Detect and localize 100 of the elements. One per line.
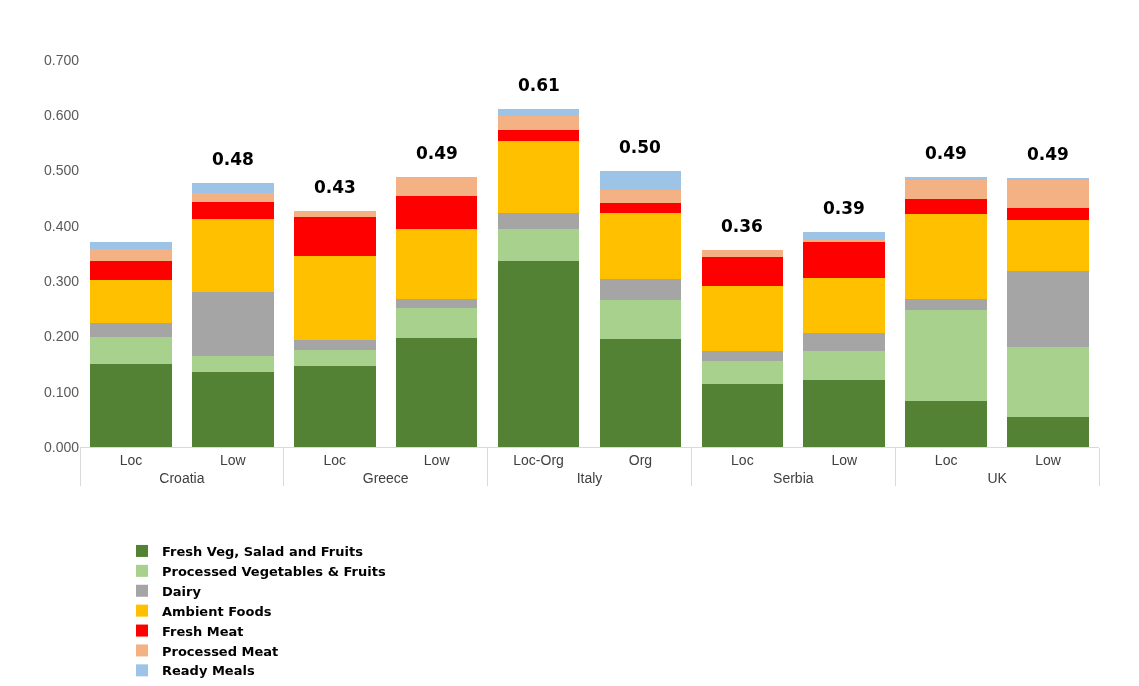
bar — [701, 286, 784, 352]
bar — [701, 250, 784, 258]
bar — [90, 249, 172, 261]
legend-label: Fresh Veg, Salad and Fruits — [162, 544, 364, 560]
x-tick-label: Loc — [934, 451, 958, 468]
bar — [905, 309, 987, 401]
y-tick-label: 0.000 — [43, 438, 80, 455]
x-tick-label: Low — [423, 451, 451, 468]
bar — [1007, 347, 1089, 417]
bar — [90, 322, 172, 337]
bar — [192, 192, 274, 202]
bar — [497, 109, 580, 117]
bar — [192, 182, 274, 193]
legend-label: Processed Vegetables & Fruits — [162, 563, 386, 579]
bar — [701, 361, 784, 384]
bar — [599, 339, 682, 447]
bar — [803, 242, 886, 279]
total-label: 0.49 — [925, 143, 967, 163]
bar — [905, 176, 987, 180]
x-tick-label: Loc — [323, 451, 347, 468]
bar — [192, 201, 274, 219]
bar — [599, 170, 682, 190]
total-label: 0.48 — [212, 149, 254, 169]
x-tick-label: Loc-Org — [513, 451, 564, 468]
legend-label: Ready Meals — [162, 663, 255, 679]
bar — [395, 337, 478, 447]
bar — [803, 379, 886, 447]
x-tick-label: Loc — [119, 451, 143, 468]
text: Croatia — [159, 469, 205, 486]
y-tick-label: 0.400 — [43, 217, 80, 234]
legend-label: Fresh Meat — [162, 623, 244, 639]
bar — [803, 278, 886, 334]
bar — [395, 229, 478, 299]
bar — [803, 350, 886, 380]
legend-label: Ambient Foods — [162, 603, 272, 619]
bar — [701, 383, 784, 447]
y-tick-label: 0.200 — [43, 328, 80, 345]
bar — [1007, 179, 1089, 209]
bar — [293, 256, 376, 340]
text: Italy — [576, 469, 603, 486]
total-label: 0.50 — [619, 137, 662, 157]
bar — [1007, 271, 1089, 348]
bar — [395, 308, 478, 338]
bar — [192, 371, 274, 447]
bar — [497, 140, 580, 213]
bar — [90, 242, 172, 250]
bar — [599, 189, 682, 204]
bar — [701, 257, 784, 287]
y-tick-label: 0.100 — [43, 383, 80, 400]
bar — [395, 298, 478, 309]
total-label: 0.49 — [1027, 144, 1069, 164]
bar — [803, 333, 886, 351]
bar — [293, 339, 376, 350]
y-tick-label: 0.500 — [43, 162, 80, 179]
total-label: 0.36 — [721, 216, 763, 236]
text: Serbia — [773, 469, 814, 486]
total-label: 0.39 — [823, 198, 865, 218]
total-label: 0.61 — [518, 75, 560, 95]
bar — [1007, 416, 1089, 447]
text: Greece — [362, 469, 409, 486]
bar — [293, 349, 376, 366]
y-tick-label: 0.300 — [43, 273, 80, 290]
bar — [90, 364, 172, 447]
bar — [192, 218, 274, 293]
bar — [90, 336, 172, 365]
bar — [90, 260, 172, 281]
bar — [293, 217, 376, 257]
bar — [497, 130, 580, 141]
legend-label: Processed Meat — [162, 643, 279, 659]
bar — [90, 280, 172, 323]
bar — [599, 203, 682, 213]
x-tick-label: Low — [220, 451, 247, 468]
bar — [599, 279, 682, 301]
bar — [905, 179, 987, 199]
bar — [905, 400, 987, 447]
x-tick-label: Loc — [731, 451, 754, 468]
bar — [497, 116, 580, 131]
bar — [599, 212, 682, 280]
y-tick-label: 0.700 — [43, 51, 80, 68]
bar — [293, 365, 376, 447]
bar — [293, 211, 376, 218]
bar — [1007, 219, 1089, 272]
bar — [395, 176, 478, 196]
bar — [701, 351, 784, 362]
total-label: 0.43 — [314, 177, 356, 197]
bar — [192, 292, 274, 357]
text: UK — [987, 469, 1008, 486]
bar — [905, 213, 987, 299]
legend-label: Dairy — [162, 583, 202, 599]
bar — [497, 229, 580, 261]
y-tick-label: 0.600 — [43, 107, 80, 124]
bar — [803, 232, 886, 240]
x-tick-label: Low — [1035, 451, 1062, 468]
bar — [905, 198, 987, 214]
bar — [1007, 208, 1089, 220]
x-tick-label: Org — [628, 451, 653, 468]
bar — [497, 260, 580, 447]
x-tick-label: Low — [831, 451, 858, 468]
bar — [497, 212, 580, 230]
bar — [599, 300, 682, 340]
